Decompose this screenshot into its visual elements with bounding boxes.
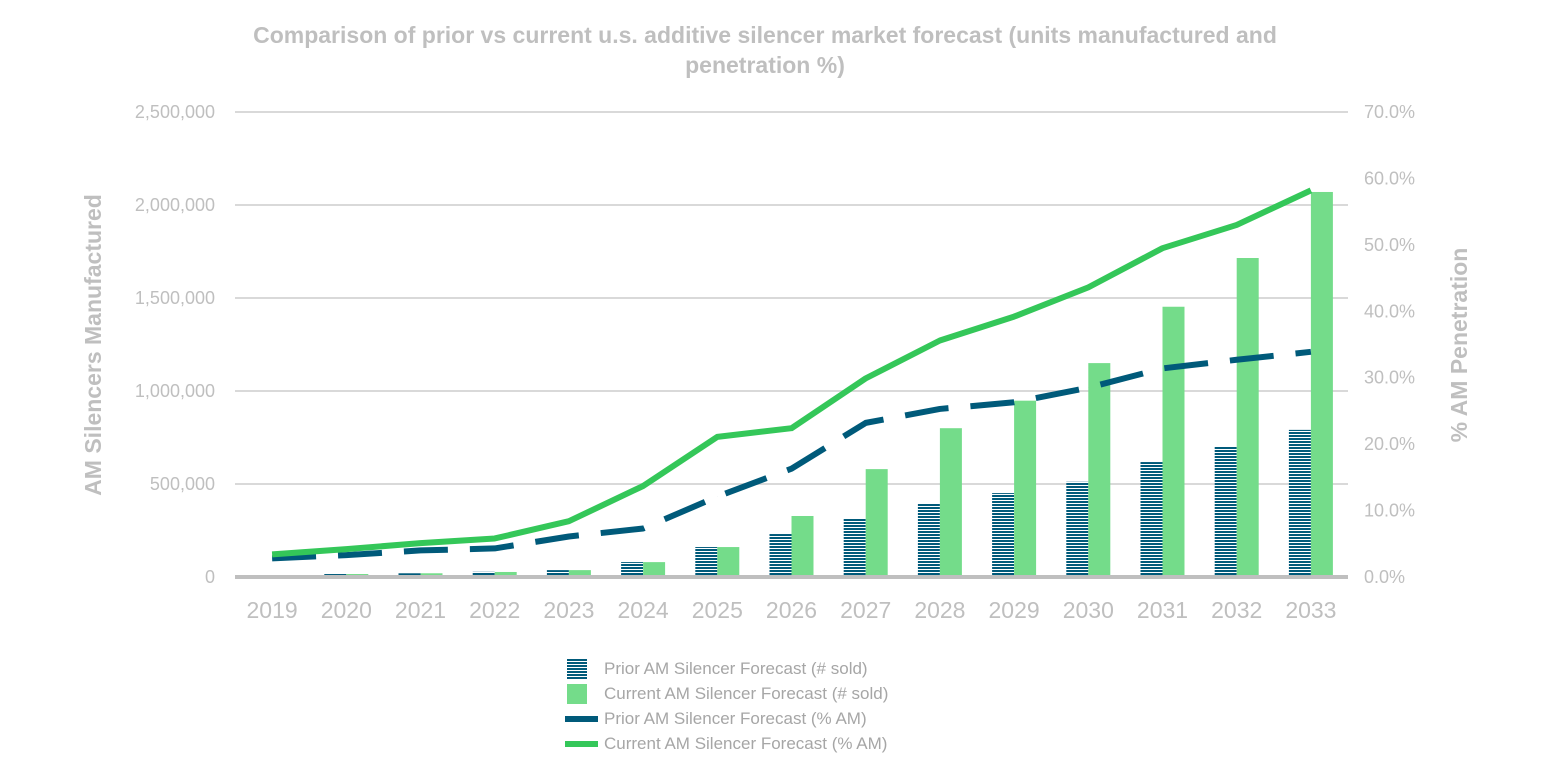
legend-line-swatch <box>565 715 598 722</box>
legend-item: Prior AM Silencer Forecast (# sold) <box>565 656 888 681</box>
bar-prior-sold <box>546 570 569 577</box>
x-tick-label: 2031 <box>1137 597 1188 623</box>
bar-current-sold <box>568 570 591 577</box>
x-tick-label: 2029 <box>989 597 1040 623</box>
bar-current-sold <box>939 428 962 577</box>
legend-label: Current AM Silencer Forecast (# sold) <box>604 683 889 703</box>
legend-label: Current AM Silencer Forecast (% AM) <box>604 733 888 753</box>
bar-prior-sold <box>992 493 1015 577</box>
x-tick-label: 2022 <box>469 597 520 623</box>
y2-tick-label: 20.0% <box>1364 434 1415 454</box>
y-tick-label: 1,000,000 <box>135 381 215 401</box>
chart-title: Comparison of prior vs current u.s. addi… <box>253 22 1277 78</box>
bar-current-sold <box>1088 363 1111 577</box>
bar-prior-sold <box>1214 446 1237 577</box>
y2-tick-label: 50.0% <box>1364 235 1415 255</box>
legend-item: Prior AM Silencer Forecast (% AM) <box>565 706 888 731</box>
x-tick-label: 2020 <box>321 597 372 623</box>
legend-label: Prior AM Silencer Forecast (# sold) <box>604 658 868 678</box>
y-tick-label: 2,500,000 <box>135 102 215 122</box>
x-tick-label: 2026 <box>766 597 817 623</box>
x-tick-label: 2028 <box>914 597 965 623</box>
bar-current-sold <box>1310 191 1333 578</box>
bar-prior-sold <box>695 547 718 577</box>
y2-tick-label: 40.0% <box>1364 301 1415 321</box>
legend-label: Prior AM Silencer Forecast (% AM) <box>604 708 867 728</box>
y-axis-label: AM Silencers Manufactured <box>80 194 106 496</box>
legend-line-swatch <box>565 740 598 747</box>
x-tick-label: 2019 <box>247 597 298 623</box>
bar-current-sold <box>643 562 666 577</box>
bar-current-sold <box>1162 306 1185 577</box>
bar-current-sold <box>1236 258 1259 577</box>
x-tick-label: 2032 <box>1211 597 1262 623</box>
legend-item: Current AM Silencer Forecast (% AM) <box>565 731 888 756</box>
y-tick-label: 0 <box>205 567 215 587</box>
x-tick-label: 2021 <box>395 597 446 623</box>
y-tick-label: 500,000 <box>150 474 215 494</box>
bar-current-sold <box>791 515 814 577</box>
y2-tick-label: 70.0% <box>1364 102 1415 122</box>
bar-prior-sold <box>621 562 644 577</box>
bar-current-sold <box>865 469 888 577</box>
bar-current-sold <box>494 571 517 577</box>
bar-prior-sold <box>472 571 495 577</box>
x-tick-label: 2023 <box>543 597 594 623</box>
x-tick-label: 2030 <box>1063 597 1114 623</box>
y2-tick-label: 30.0% <box>1364 368 1415 388</box>
bar-prior-sold <box>1066 481 1089 577</box>
bar-prior-sold <box>843 518 866 577</box>
y-tick-label: 1,500,000 <box>135 288 215 308</box>
y2-tick-label: 0.0% <box>1364 567 1405 587</box>
legend-bar-swatch <box>567 658 587 679</box>
bar-prior-sold <box>1288 429 1311 577</box>
bar-prior-sold <box>1140 462 1163 577</box>
x-tick-label: 2027 <box>840 597 891 623</box>
bar-prior-sold <box>917 503 940 577</box>
bar-current-sold <box>717 547 740 577</box>
x-tick-label: 2033 <box>1285 597 1336 623</box>
y2-axis-label: % AM Penetration <box>1446 248 1472 443</box>
bar-prior-sold <box>769 534 792 577</box>
x-tick-label: 2024 <box>618 597 669 623</box>
legend-bar-swatch <box>567 683 587 704</box>
legend: Prior AM Silencer Forecast (# sold) Curre… <box>565 656 888 756</box>
bar-current-sold <box>1014 400 1037 577</box>
x-tick-label: 2025 <box>692 597 743 623</box>
y2-tick-label: 60.0% <box>1364 168 1415 188</box>
legend-item: Current AM Silencer Forecast (# sold) <box>565 681 888 706</box>
y2-tick-label: 10.0% <box>1364 501 1415 521</box>
y-tick-label: 2,000,000 <box>135 195 215 215</box>
